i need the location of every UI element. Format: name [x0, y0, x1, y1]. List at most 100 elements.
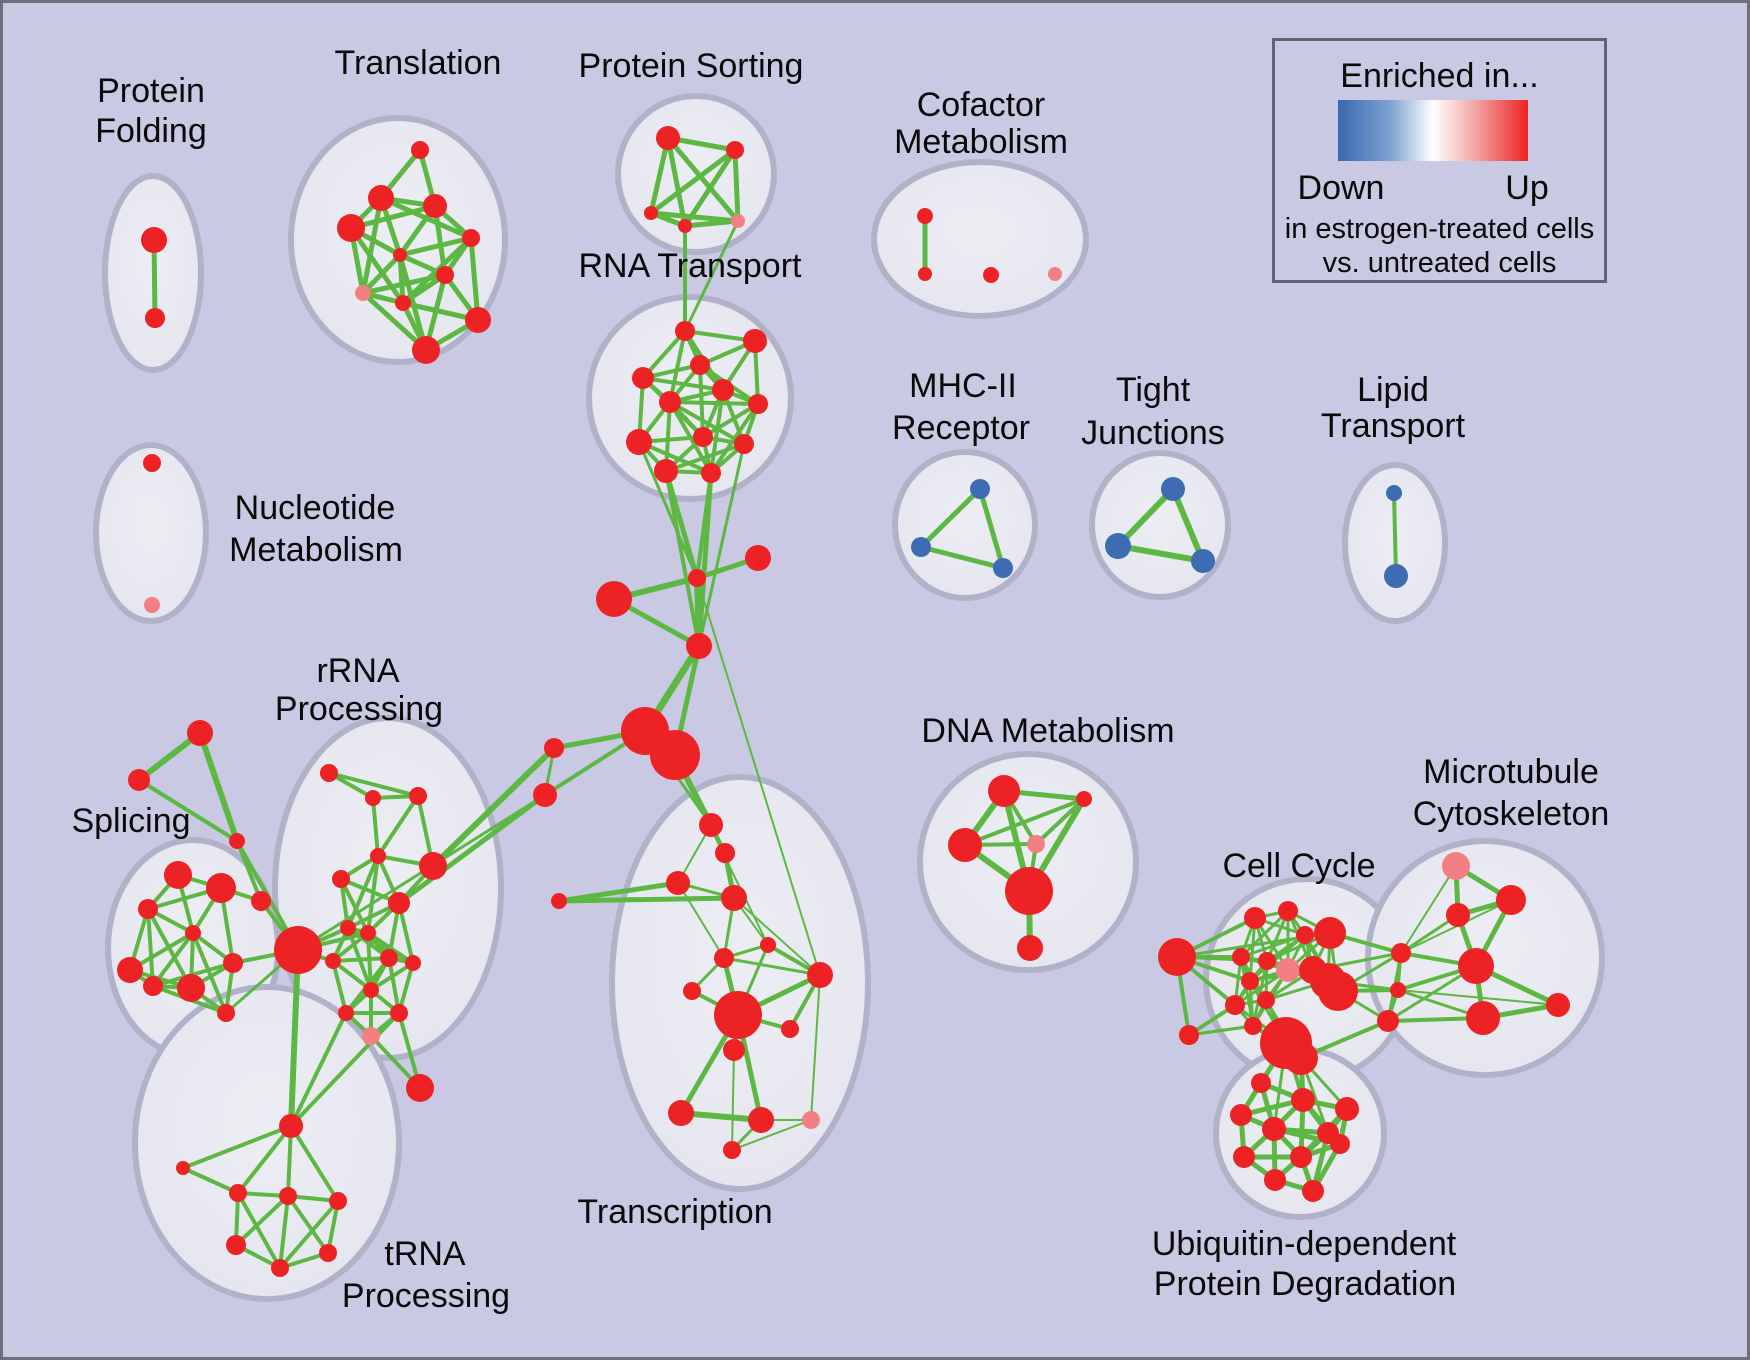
- node-cell-cycle-20[interactable]: [1377, 1010, 1399, 1032]
- node-translation-10[interactable]: [412, 336, 440, 364]
- node-mhc-ii-receptor-1[interactable]: [911, 537, 931, 557]
- node-connectors-6[interactable]: [544, 738, 564, 758]
- node-cell-cycle-15[interactable]: [1318, 971, 1358, 1011]
- node-cell-cycle-1[interactable]: [1179, 1025, 1199, 1045]
- node-trna-processing-2[interactable]: [229, 1184, 247, 1202]
- node-ubiquitin-degradation-6[interactable]: [1233, 1146, 1255, 1168]
- node-rna-transport-6[interactable]: [748, 394, 768, 414]
- node-rrna-processing-10[interactable]: [325, 953, 341, 969]
- node-ubiquitin-degradation-4[interactable]: [1262, 1117, 1286, 1141]
- node-splicing-7[interactable]: [177, 974, 205, 1002]
- node-nucleotide-metabolism-0[interactable]: [143, 454, 161, 472]
- node-transcription-13[interactable]: [748, 1107, 774, 1133]
- node-nucleotide-metabolism-1[interactable]: [144, 597, 160, 613]
- node-rrna-processing-16[interactable]: [406, 1074, 434, 1102]
- node-rrna-processing-7[interactable]: [360, 925, 376, 941]
- node-dna-metabolism-2[interactable]: [948, 828, 982, 862]
- node-rna-transport-1[interactable]: [743, 329, 767, 353]
- node-dna-metabolism-3[interactable]: [1027, 835, 1045, 853]
- node-ubiquitin-degradation-0[interactable]: [1251, 1073, 1271, 1093]
- node-rna-transport-2[interactable]: [632, 367, 654, 389]
- node-cell-cycle-17[interactable]: [1284, 1041, 1318, 1075]
- node-translation-3[interactable]: [337, 214, 365, 242]
- node-microtubule-cytoskeleton-3[interactable]: [1458, 948, 1494, 984]
- node-cell-cycle-13[interactable]: [1244, 1017, 1262, 1035]
- node-trna-processing-1[interactable]: [176, 1161, 190, 1175]
- node-cofactor-metabolism-2[interactable]: [983, 267, 999, 283]
- node-rna-transport-3[interactable]: [690, 355, 710, 375]
- node-transcription-14[interactable]: [802, 1111, 820, 1129]
- node-transcription-4[interactable]: [551, 893, 567, 909]
- node-cell-cycle-12[interactable]: [1225, 995, 1245, 1015]
- node-dna-metabolism-5[interactable]: [1017, 935, 1043, 961]
- node-connectors-8[interactable]: [187, 720, 213, 746]
- node-rrna-processing-2[interactable]: [409, 787, 427, 805]
- node-cell-cycle-8[interactable]: [1276, 958, 1300, 982]
- node-lipid-transport-0[interactable]: [1386, 485, 1402, 501]
- node-splicing-2[interactable]: [138, 899, 158, 919]
- node-cell-cycle-2[interactable]: [1244, 907, 1266, 929]
- node-translation-5[interactable]: [393, 248, 407, 262]
- node-rna-transport-11[interactable]: [701, 463, 721, 483]
- node-transcription-11[interactable]: [723, 1039, 745, 1061]
- node-cell-cycle-9[interactable]: [1241, 972, 1259, 990]
- node-microtubule-cytoskeleton-2[interactable]: [1446, 903, 1470, 927]
- node-connectors-9[interactable]: [128, 769, 150, 791]
- node-translation-2[interactable]: [423, 194, 447, 218]
- node-ubiquitin-degradation-10[interactable]: [1302, 1180, 1324, 1202]
- node-rna-transport-9[interactable]: [734, 434, 754, 454]
- node-cell-cycle-0[interactable]: [1158, 938, 1196, 976]
- node-protein-folding-0[interactable]: [141, 227, 167, 253]
- node-transcription-10[interactable]: [781, 1020, 799, 1038]
- node-ubiquitin-degradation-8[interactable]: [1330, 1134, 1350, 1154]
- node-trna-processing-4[interactable]: [329, 1192, 347, 1210]
- node-transcription-2[interactable]: [666, 871, 690, 895]
- node-microtubule-cytoskeleton-5[interactable]: [1546, 993, 1570, 1017]
- node-connectors-2[interactable]: [596, 581, 632, 617]
- node-rrna-processing-5[interactable]: [419, 852, 447, 880]
- node-trna-processing-0[interactable]: [279, 1114, 303, 1138]
- node-mhc-ii-receptor-0[interactable]: [970, 479, 990, 499]
- node-cell-cycle-4[interactable]: [1296, 926, 1314, 944]
- node-splicing-8[interactable]: [217, 1004, 235, 1022]
- node-transcription-12[interactable]: [668, 1100, 694, 1126]
- node-cell-cycle-6[interactable]: [1232, 948, 1250, 966]
- node-rrna-processing-18[interactable]: [274, 926, 322, 974]
- node-translation-4[interactable]: [462, 229, 480, 247]
- node-cell-cycle-3[interactable]: [1278, 901, 1298, 921]
- node-rna-transport-10[interactable]: [654, 459, 678, 483]
- node-transcription-9[interactable]: [714, 991, 762, 1039]
- node-ubiquitin-degradation-7[interactable]: [1290, 1146, 1312, 1168]
- node-rrna-processing-9[interactable]: [380, 949, 398, 967]
- node-rrna-processing-11[interactable]: [405, 955, 421, 971]
- node-rrna-processing-17[interactable]: [251, 891, 271, 911]
- node-transcription-0[interactable]: [699, 813, 723, 837]
- node-splicing-5[interactable]: [223, 953, 243, 973]
- node-cell-cycle-19[interactable]: [1390, 982, 1406, 998]
- node-ubiquitin-degradation-9[interactable]: [1264, 1169, 1286, 1191]
- node-rna-transport-4[interactable]: [712, 379, 734, 401]
- node-tight-junctions-2[interactable]: [1191, 549, 1215, 573]
- node-dna-metabolism-0[interactable]: [988, 775, 1020, 807]
- node-connectors-5[interactable]: [650, 730, 700, 780]
- node-dna-metabolism-1[interactable]: [1076, 791, 1092, 807]
- node-tight-junctions-0[interactable]: [1161, 477, 1185, 501]
- node-rrna-processing-14[interactable]: [390, 1004, 408, 1022]
- node-splicing-4[interactable]: [117, 957, 143, 983]
- node-rrna-processing-4[interactable]: [332, 870, 350, 888]
- node-cofactor-metabolism-3[interactable]: [1048, 267, 1062, 281]
- node-ubiquitin-degradation-3[interactable]: [1335, 1097, 1359, 1121]
- node-connectors-1[interactable]: [745, 545, 771, 571]
- node-translation-1[interactable]: [368, 185, 394, 211]
- node-connectors-10[interactable]: [229, 833, 245, 849]
- node-translation-0[interactable]: [411, 141, 429, 159]
- node-protein-sorting-4[interactable]: [731, 214, 745, 228]
- node-rrna-processing-13[interactable]: [338, 1005, 354, 1021]
- node-connectors-7[interactable]: [533, 783, 557, 807]
- node-translation-7[interactable]: [355, 285, 371, 301]
- node-ubiquitin-degradation-2[interactable]: [1230, 1104, 1252, 1126]
- node-rna-transport-0[interactable]: [675, 321, 695, 341]
- node-lipid-transport-1[interactable]: [1384, 564, 1408, 588]
- node-splicing-0[interactable]: [164, 861, 192, 889]
- node-rrna-processing-3[interactable]: [370, 848, 386, 864]
